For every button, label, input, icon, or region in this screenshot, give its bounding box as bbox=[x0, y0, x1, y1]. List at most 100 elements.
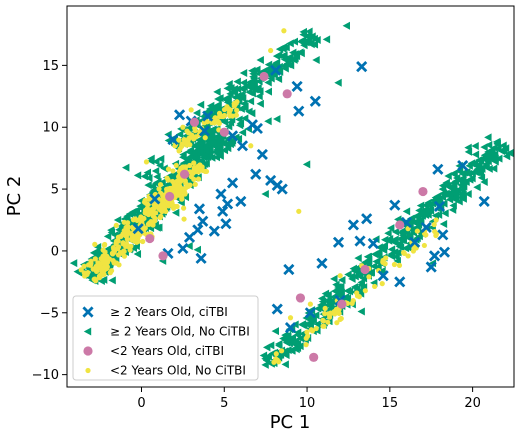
data-point bbox=[378, 266, 386, 275]
data-point bbox=[111, 246, 117, 252]
y-axis: −10 −5 0 5 10 15 bbox=[32, 59, 67, 383]
data-point bbox=[135, 238, 141, 244]
data-point bbox=[328, 297, 336, 306]
data-point bbox=[202, 110, 214, 122]
data-point bbox=[428, 250, 441, 262]
data-point bbox=[437, 229, 449, 241]
legend-label: ≥ 2 Years Old, ciTBI bbox=[110, 305, 228, 319]
data-point bbox=[355, 272, 364, 281]
data-point bbox=[357, 307, 365, 316]
data-point bbox=[321, 323, 327, 329]
data-point bbox=[372, 283, 378, 290]
data-point bbox=[484, 147, 492, 156]
data-point bbox=[234, 134, 243, 143]
y-tick-label: 10 bbox=[42, 121, 59, 136]
data-point bbox=[322, 35, 331, 44]
data-point bbox=[210, 105, 218, 114]
data-point bbox=[344, 270, 352, 279]
data-point bbox=[235, 121, 244, 130]
data-point bbox=[163, 208, 169, 215]
data-point bbox=[384, 229, 392, 238]
data-point bbox=[107, 228, 116, 237]
data-point bbox=[462, 177, 470, 186]
data-point bbox=[464, 189, 472, 198]
data-point bbox=[434, 210, 443, 219]
data-point bbox=[153, 223, 161, 232]
data-point bbox=[449, 201, 457, 210]
data-point bbox=[388, 249, 396, 258]
data-point bbox=[220, 218, 232, 230]
data-point bbox=[330, 274, 338, 283]
x-tick-label: 0 bbox=[137, 396, 145, 411]
data-point bbox=[255, 92, 263, 101]
data-point bbox=[188, 107, 194, 113]
data-point bbox=[146, 196, 152, 202]
data-point bbox=[309, 328, 316, 334]
data-point bbox=[142, 225, 148, 232]
data-point bbox=[145, 233, 155, 244]
data-point bbox=[271, 303, 283, 315]
legend-marker bbox=[85, 367, 91, 374]
data-point bbox=[443, 182, 451, 191]
data-point bbox=[203, 152, 212, 161]
data-point bbox=[125, 220, 131, 226]
data-point bbox=[367, 237, 379, 250]
data-point bbox=[187, 182, 193, 188]
data-point bbox=[179, 142, 185, 148]
data-point bbox=[192, 224, 204, 236]
data-point bbox=[274, 74, 283, 83]
data-point bbox=[259, 351, 268, 360]
data-point bbox=[347, 219, 359, 231]
data-point bbox=[345, 287, 354, 296]
data-point bbox=[456, 190, 465, 199]
data-point bbox=[361, 213, 373, 225]
data-point bbox=[477, 173, 486, 182]
data-point bbox=[502, 152, 511, 161]
data-point bbox=[381, 235, 389, 244]
data-point bbox=[296, 48, 304, 57]
data-point bbox=[122, 163, 130, 172]
data-point bbox=[303, 335, 309, 341]
data-point bbox=[185, 139, 191, 145]
data-point bbox=[151, 205, 157, 211]
data-point bbox=[85, 269, 91, 276]
data-point bbox=[210, 126, 218, 135]
data-point bbox=[293, 330, 301, 339]
data-point bbox=[183, 231, 196, 243]
data-point bbox=[92, 241, 98, 247]
data-point bbox=[115, 244, 122, 250]
data-point bbox=[296, 37, 305, 46]
data-point bbox=[144, 181, 152, 190]
data-point bbox=[93, 268, 100, 275]
data-point bbox=[140, 172, 149, 181]
data-point bbox=[357, 280, 365, 289]
data-point bbox=[391, 261, 398, 268]
data-point bbox=[184, 124, 192, 133]
data-point bbox=[313, 304, 322, 313]
data-point bbox=[402, 207, 411, 216]
data-point bbox=[173, 109, 186, 121]
data-point bbox=[464, 169, 473, 178]
data-point bbox=[92, 278, 99, 284]
data-point bbox=[193, 203, 206, 215]
data-point bbox=[179, 169, 190, 179]
data-point bbox=[234, 107, 240, 113]
legend-marker bbox=[83, 327, 92, 336]
data-point bbox=[305, 27, 313, 36]
data-point bbox=[170, 168, 176, 174]
data-point bbox=[304, 329, 310, 335]
data-point bbox=[133, 249, 142, 258]
data-point bbox=[369, 262, 378, 271]
data-point bbox=[302, 160, 311, 169]
legend-label: <2 Years Old, ciTBI bbox=[110, 344, 224, 358]
data-point bbox=[286, 61, 295, 70]
data-point bbox=[354, 254, 362, 263]
legend-item: <2 Years Old, ciTBI bbox=[83, 344, 224, 358]
data-point bbox=[455, 176, 464, 185]
data-point bbox=[342, 21, 350, 30]
data-point bbox=[432, 193, 440, 202]
data-point bbox=[282, 89, 292, 99]
data-point bbox=[464, 143, 472, 152]
data-point bbox=[264, 78, 272, 87]
data-point bbox=[261, 360, 269, 369]
